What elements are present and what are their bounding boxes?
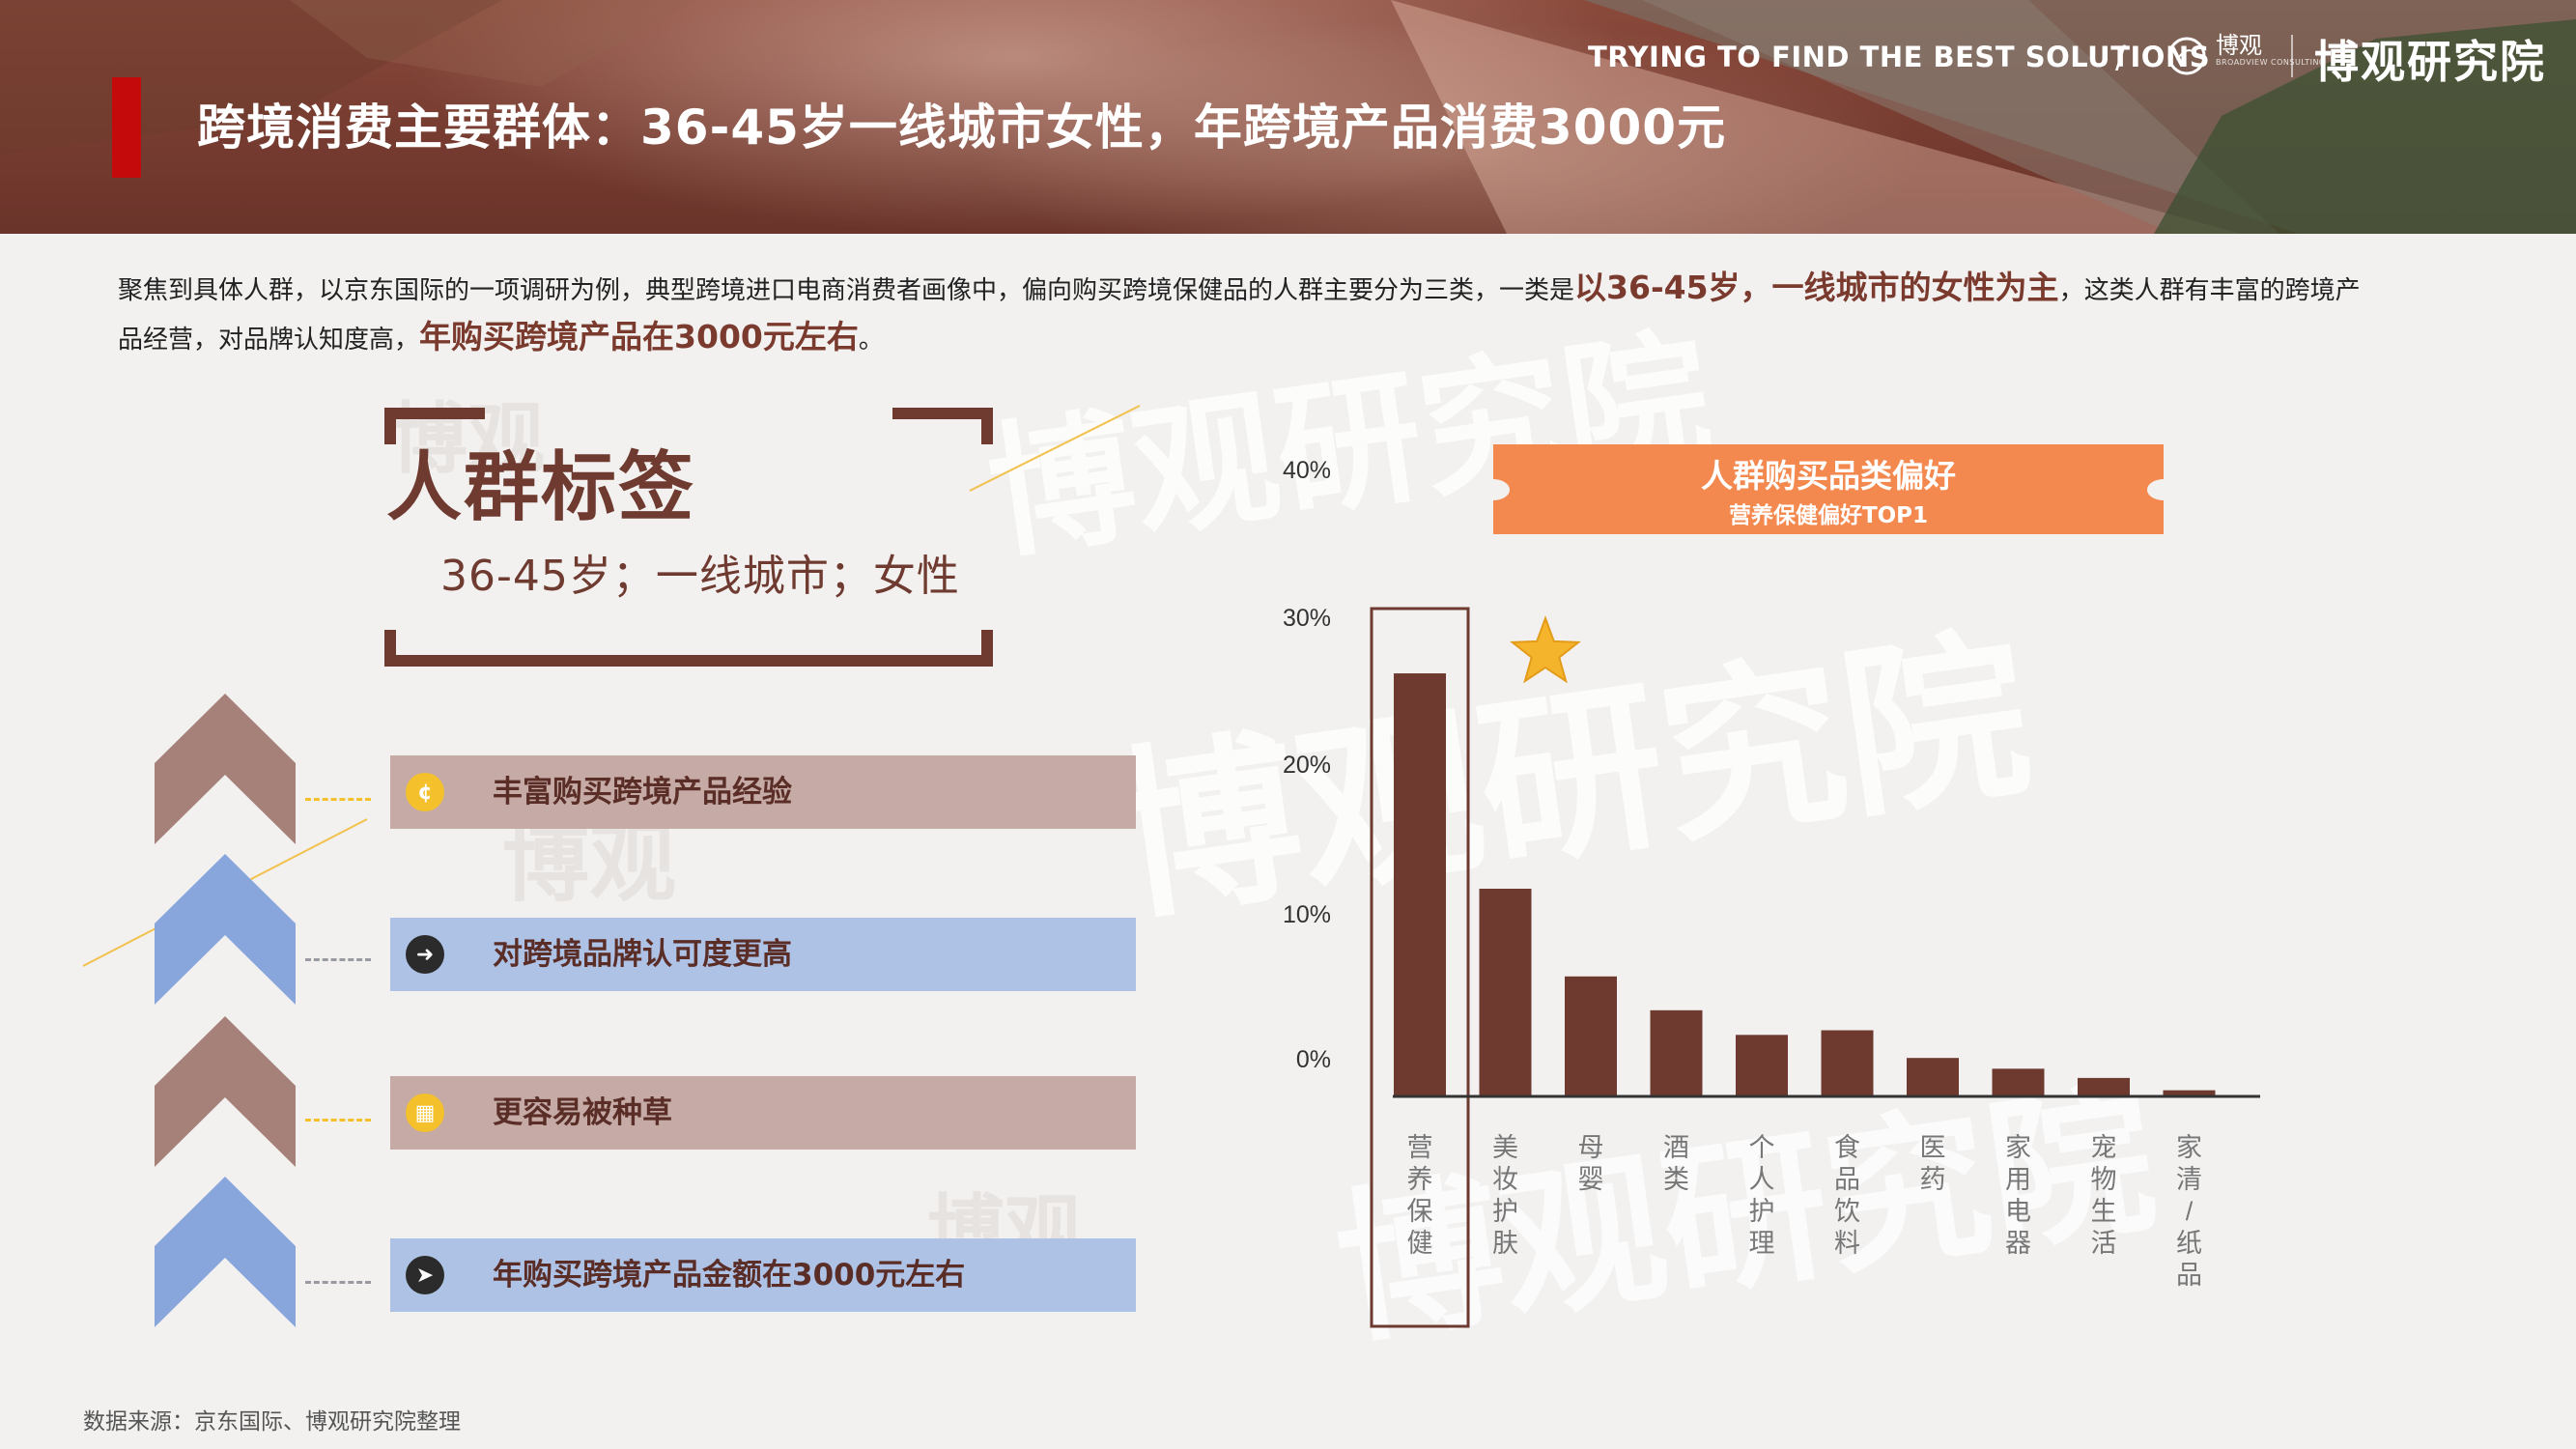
send-icon: ➤ bbox=[406, 1256, 444, 1294]
header-banner: 跨境消费主要群体：36-45岁一线城市女性，年跨境产品消费3000元 TRYIN… bbox=[0, 0, 2576, 234]
y-tick-label: 10% bbox=[1283, 901, 1331, 928]
bar-医药 bbox=[1907, 1058, 1959, 1096]
x-tick-label: 酒类 bbox=[1663, 1133, 1689, 1194]
brand-circle-icon bbox=[2167, 37, 2206, 75]
coin-icon: ¢ bbox=[406, 773, 444, 811]
legend-notch-left bbox=[1477, 479, 1510, 500]
bar-美妆护肤 bbox=[1479, 889, 1532, 1096]
y-tick-label: 30% bbox=[1283, 605, 1331, 632]
grid-icon: ▦ bbox=[406, 1094, 444, 1132]
page-title: 跨境消费主要群体：36-45岁一线城市女性，年跨境产品消费3000元 bbox=[197, 99, 1727, 156]
description-text-1: 聚焦到具体人群，以京东国际的一项调研为例，典型跨境进口电商消费者画像中，偏向购买… bbox=[118, 276, 1575, 305]
feature-label: 年购买跨境产品金额在3000元左右 bbox=[493, 1258, 966, 1293]
description-highlight-2: 年购买跨境产品在3000元左右 bbox=[419, 318, 859, 355]
feature-row: ➜ 对跨境品牌认可度更高 bbox=[390, 918, 1136, 991]
bar-营养保健 bbox=[1394, 673, 1446, 1096]
bar-个人护理 bbox=[1736, 1035, 1788, 1096]
x-tick-label: 母婴 bbox=[1578, 1133, 1604, 1194]
bar-家清/纸品 bbox=[2163, 1090, 2216, 1096]
connector-dash bbox=[305, 1281, 371, 1284]
y-tick-label: 40% bbox=[1283, 457, 1331, 484]
feature-label: 对跨境品牌认可度更高 bbox=[493, 937, 792, 972]
bar-食品饮料 bbox=[1821, 1030, 1874, 1096]
connector-dash bbox=[305, 798, 371, 801]
banner-mountain-shapes bbox=[0, 0, 2576, 234]
tagline-slash: / bbox=[2115, 39, 2126, 75]
feature-row: ¢ 丰富购买跨境产品经验 bbox=[390, 755, 1136, 829]
persona-title: 人群标签 bbox=[386, 444, 696, 531]
chevron-up-icon bbox=[155, 854, 296, 1005]
description-text-3: 。 bbox=[858, 326, 884, 355]
logo-divider bbox=[2291, 35, 2293, 77]
x-tick-label: 营养保健 bbox=[1407, 1133, 1433, 1258]
description-highlight-1: 以36-45岁，一线城市的女性为主 bbox=[1574, 269, 2059, 306]
chevron-up-icon bbox=[155, 694, 296, 844]
x-tick-label: 美妆护肤 bbox=[1492, 1133, 1518, 1258]
brand-logo-text: 博观 bbox=[2216, 32, 2262, 59]
chart-subtitle: 营养保健偏好TOP1 bbox=[1728, 503, 1929, 528]
x-tick-label: 家清/纸品 bbox=[2176, 1133, 2202, 1290]
star-icon bbox=[1510, 615, 1581, 684]
title-accent-bar bbox=[112, 77, 141, 178]
feature-row: ▦ 更容易被种草 bbox=[390, 1076, 1136, 1150]
data-source: 数据来源：京东国际、博观研究院整理 bbox=[83, 1409, 461, 1435]
x-tick-label: 食品饮料 bbox=[1834, 1133, 1860, 1258]
header-tagline: TRYING TO FIND THE BEST SOLUTIONS bbox=[1588, 41, 2211, 73]
x-tick-label: 医药 bbox=[1920, 1133, 1946, 1194]
bar-母婴 bbox=[1565, 976, 1617, 1096]
feature-label: 更容易被种草 bbox=[493, 1095, 672, 1130]
chart-legend-banner: 人群购买品类偏好 营养保健偏好TOP1 bbox=[1477, 444, 2180, 534]
feature-label: 丰富购买跨境产品经验 bbox=[493, 775, 792, 810]
bar-酒类 bbox=[1650, 1009, 1703, 1096]
description-paragraph: 聚焦到具体人群，以京东国际的一项调研为例，典型跨境进口电商消费者画像中，偏向购买… bbox=[118, 265, 2378, 363]
description-text-2: ，这类人群有丰富的跨境产品经营，对品牌认知度高， bbox=[118, 276, 2361, 355]
x-tick-label: 家用电器 bbox=[2005, 1133, 2031, 1258]
persona-subtitle: 36-45岁；一线城市；女性 bbox=[440, 552, 960, 601]
bar-家用电器 bbox=[1992, 1068, 2045, 1096]
x-tick-label: 宠物生活 bbox=[2091, 1133, 2117, 1258]
brand-name: 博观研究院 bbox=[2314, 36, 2546, 88]
feature-row: ➤ 年购买跨境产品金额在3000元左右 bbox=[390, 1238, 1136, 1312]
chart-title: 人群购买品类偏好 bbox=[1701, 457, 1956, 495]
chevron-up-icon bbox=[155, 1177, 296, 1327]
chevron-up-icon bbox=[155, 1016, 296, 1167]
x-tick-label: 个人护理 bbox=[1749, 1133, 1775, 1258]
brand-logo-small: 博观 BROADVIEW CONSULTING bbox=[2216, 33, 2326, 67]
connector-dash bbox=[305, 1119, 371, 1122]
connector-dash bbox=[305, 958, 371, 961]
arrow-right-icon: ➜ bbox=[406, 935, 444, 974]
y-tick-label: 0% bbox=[1296, 1046, 1331, 1073]
highlight-box bbox=[1370, 607, 1470, 1328]
bar-宠物生活 bbox=[2078, 1077, 2130, 1096]
y-tick-label: 20% bbox=[1283, 752, 1331, 779]
brand-logo-subtext: BROADVIEW CONSULTING bbox=[2216, 58, 2326, 67]
legend-notch-right bbox=[2147, 479, 2180, 500]
